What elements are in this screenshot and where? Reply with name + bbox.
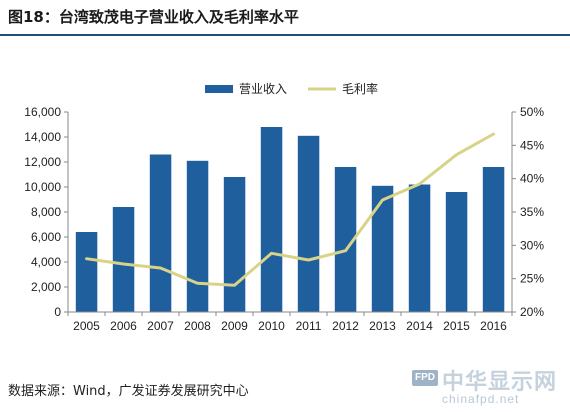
x-tick-label: 2014 [406,319,433,333]
figure-title: 图18：台湾致茂电子营业收入及毛利率水平 [8,8,299,26]
x-tick-label: 2016 [480,319,507,333]
y-left-tick-label: 10,000 [24,180,61,194]
revenue-bar-2005 [75,232,98,312]
revenue-bar-2007 [149,154,172,312]
watermark-logo: FPD 中华显示网 chinafpd.net [412,364,564,408]
revenue-bar-2010 [260,127,283,312]
y-right-tick-label: 25% [520,272,544,286]
watermark-url: chinafpd.net [442,392,520,406]
x-tick-label: 2012 [332,319,359,333]
revenue-bar-2011 [297,135,320,313]
revenue-bar-2009 [223,177,246,312]
revenue-bar-2013 [371,185,394,313]
revenue-bar-2014 [408,184,431,312]
legend-swatch-revenue [205,85,233,93]
chart-legend: 营业收入 毛利率 [205,81,378,96]
y-left-tick-label: 4,000 [31,255,61,269]
y-right-tick-label: 50% [520,105,544,119]
y-left-tick-label: 16,000 [24,105,61,119]
legend-label-revenue: 营业收入 [239,82,287,96]
data-source-note: 数据来源：Wind，广发证券发展研究中心 [8,384,249,399]
watermark-brand: 中华显示网 [442,369,558,394]
y-right-tick-label: 20% [520,305,544,319]
x-tick-label: 2010 [258,319,285,333]
y-left-tick-label: 12,000 [24,155,61,169]
y-left-tick-label: 8,000 [31,205,61,219]
x-tick-label: 2013 [369,319,396,333]
x-tick-label: 2005 [73,319,100,333]
revenue-bar-2012 [334,167,357,312]
x-tick-label: 2009 [221,319,248,333]
title-divider [0,34,570,36]
watermark-badge: FPD [412,370,438,386]
y-left-tick-label: 6,000 [31,230,61,244]
y-right-tick-label: 30% [520,238,544,252]
x-tick-label: 2011 [296,319,322,333]
legend-label-margin: 毛利率 [342,81,378,96]
revenue-bar-2015 [445,192,468,312]
y-left-tick-label: 14,000 [24,130,61,144]
gross-margin-line [85,132,495,287]
x-tick-label: 2007 [147,319,174,333]
y-right-tick-label: 40% [520,172,544,186]
revenue-bar-2016 [482,167,505,312]
y-left-tick-label: 2,000 [31,280,61,294]
x-tick-label: 2008 [184,319,211,333]
x-tick-label: 2015 [443,319,470,333]
y-left-tick-label: 0 [54,305,61,319]
y-right-tick-label: 45% [520,138,544,152]
x-tick-label: 2006 [110,319,137,333]
y-right-tick-label: 35% [520,205,544,219]
revenue-bar-2008 [186,160,209,313]
revenue-bar-2006 [112,207,135,312]
